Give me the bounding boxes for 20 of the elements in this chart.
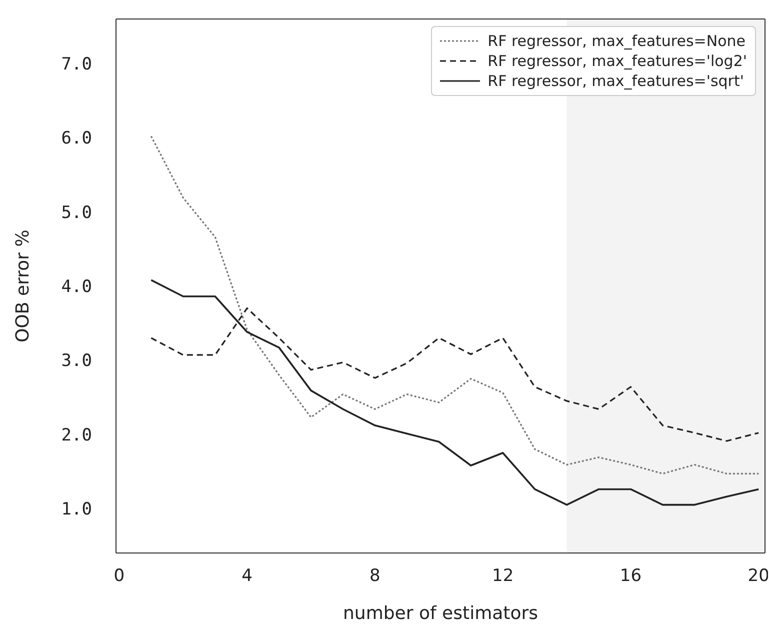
y-tick-label: 1.0 bbox=[61, 500, 92, 520]
x-tick-label: 20 bbox=[748, 566, 769, 586]
y-tick-label: 6.0 bbox=[61, 128, 92, 149]
y-tick-label: 3.0 bbox=[61, 351, 92, 372]
y-tick-label: 7.0 bbox=[61, 54, 92, 75]
line-series bbox=[150, 279, 760, 506]
line-series bbox=[150, 135, 760, 474]
legend-label: RF regressor, max_features=None bbox=[488, 31, 746, 51]
legend-label: RF regressor, max_features='sqrt' bbox=[488, 71, 744, 91]
y-axis-title: OOB error % bbox=[12, 230, 34, 342]
x-tick-label: 8 bbox=[370, 566, 380, 586]
x-tick-label: 0 bbox=[114, 566, 125, 586]
x-tick-label: 12 bbox=[492, 566, 514, 586]
y-tick-label: 4.0 bbox=[61, 277, 92, 298]
y-tick-label: 5.0 bbox=[61, 202, 92, 223]
x-tick-label: 4 bbox=[242, 566, 252, 586]
x-tick-label: 16 bbox=[620, 566, 642, 586]
y-tick-label: 2.0 bbox=[61, 425, 92, 446]
legend-label: RF regressor, max_features='log2' bbox=[488, 51, 747, 71]
x-axis-title: number of estimators bbox=[343, 603, 538, 624]
